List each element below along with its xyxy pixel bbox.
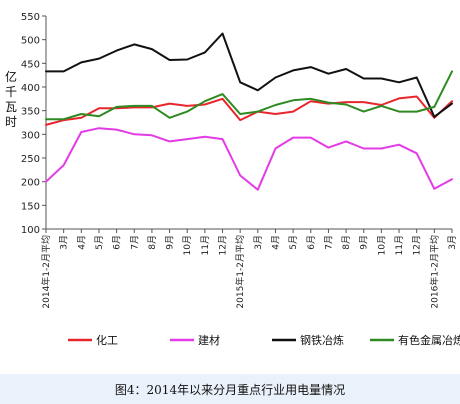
x-tick-label: 5月 (288, 235, 299, 250)
legend-label: 有色金属冶炼 (398, 333, 460, 347)
x-tick-label: 8月 (341, 235, 352, 250)
x-tick-label: 2015年1-2月平均 (234, 235, 246, 309)
caption-bar: 图4：2014年以来分月重点行业用电量情况 (0, 374, 460, 404)
series-line (45, 32, 453, 118)
figure-caption: 图4：2014年以来分月重点行业用电量情况 (114, 382, 346, 397)
x-tick-label: 3月 (253, 235, 264, 250)
x-tick-label: 9月 (165, 235, 176, 250)
series-lines (45, 32, 453, 191)
x-tick-label: 2016年1-2月平均 (428, 235, 440, 309)
x-tick-label: 7月 (129, 235, 140, 250)
x-tick-label: 12月 (218, 235, 229, 255)
x-tick-label: 9月 (359, 235, 370, 250)
x-tick-label: 3月 (447, 235, 458, 250)
chart-legend: 化工 建材 钢铁冶炼 有色金属冶炼 (68, 333, 460, 347)
y-tick-label: 350 (21, 107, 40, 118)
y-tick-label: 100 (21, 225, 40, 236)
y-tick-label: 300 (21, 130, 40, 141)
x-tick-label: 10月 (182, 235, 193, 255)
legend-label: 建材 (198, 333, 220, 347)
x-tick-label: 6月 (306, 235, 317, 250)
x-tick-label: 4月 (270, 235, 281, 250)
series-line (45, 127, 453, 191)
y-tick-label: 250 (21, 154, 40, 165)
legend-label: 钢铁冶炼 (300, 333, 344, 347)
x-tick-label: 2014年1-2月平均 (40, 235, 52, 309)
x-tick-label: 4月 (76, 235, 87, 250)
x-tick-label: 10月 (376, 235, 387, 255)
y-axis-label-char: 亿 (5, 69, 17, 84)
x-tick-label: 11月 (394, 235, 405, 255)
x-tick-label: 12月 (412, 235, 423, 255)
y-tick-label: 400 (21, 83, 40, 94)
series-line (45, 70, 453, 121)
x-tick-label: 11月 (200, 235, 211, 255)
y-tick-label: 450 (21, 59, 40, 70)
x-tick-label: 6月 (112, 235, 123, 250)
x-tick-label: 8月 (147, 235, 158, 250)
legend-label: 化工 (96, 333, 118, 347)
series-line (45, 95, 453, 126)
y-axis-label-char: 千 (5, 85, 17, 99)
y-tick-label: 550 (21, 12, 40, 23)
y-tick-label: 200 (21, 178, 40, 189)
x-tick-label: 3月 (59, 235, 70, 250)
x-tick-label: 5月 (94, 235, 105, 250)
y-tick-label: 500 (21, 36, 40, 47)
y-axis-label-char: 瓦 (5, 100, 17, 114)
y-axis-label-char: 时 (5, 115, 17, 129)
y-tick-label: 150 (21, 201, 40, 212)
x-tick-label: 7月 (323, 235, 334, 250)
